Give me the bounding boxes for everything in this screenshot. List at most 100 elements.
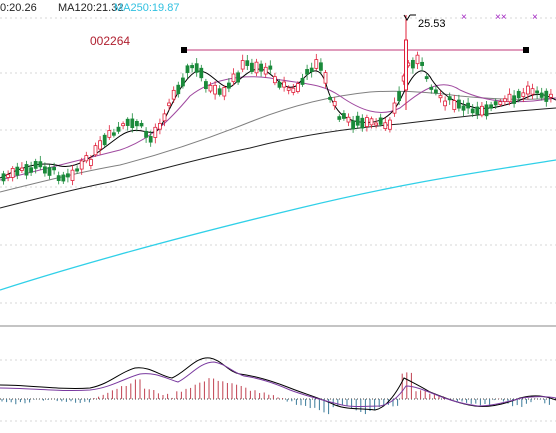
candle-body [383, 122, 388, 130]
peak-candle-body [404, 39, 408, 91]
candle-body [346, 116, 351, 123]
candle-body [328, 96, 333, 100]
candle-body [498, 101, 503, 105]
candle-body [318, 62, 323, 71]
top-mark-3: × [532, 12, 538, 23]
candle-body [461, 105, 466, 111]
candle-body [89, 158, 93, 166]
candle-body [203, 81, 208, 90]
top-mark-2: ×× [495, 12, 507, 23]
candle-body [378, 117, 383, 125]
candle-body [176, 84, 181, 95]
header-ma120: MA120:21.32 [58, 2, 123, 14]
candle-body [323, 72, 328, 84]
ma-mid-line [0, 76, 556, 181]
candle-body [213, 84, 218, 95]
candle-body [507, 93, 512, 103]
candle-body [79, 160, 84, 170]
candle-body [438, 95, 443, 99]
candle-body [56, 175, 61, 181]
candle-body [6, 174, 10, 178]
candle-body [1, 173, 6, 182]
candle-body [116, 126, 121, 132]
candle-body [387, 119, 392, 130]
candle-body [502, 98, 507, 102]
candle-body [443, 100, 448, 107]
peak-arrow-icon [403, 14, 411, 21]
candle-body [66, 173, 70, 178]
candle-body [254, 61, 259, 74]
candle-body [208, 84, 213, 92]
candle-body [263, 66, 268, 75]
candle-body [364, 117, 369, 127]
candle-body [433, 89, 438, 94]
candle-body [15, 166, 20, 176]
candle-body [107, 130, 112, 138]
peak-label: 25.53 [418, 18, 446, 30]
candle-body [157, 123, 162, 130]
candle-body [226, 82, 231, 89]
candle-body [199, 67, 204, 79]
resistance-handle-right[interactable] [523, 47, 529, 53]
candle-body [397, 91, 402, 102]
candle-body [222, 87, 227, 97]
candle-body [512, 95, 516, 104]
candle-body [305, 69, 310, 75]
candle-body [180, 77, 185, 87]
candle-body [121, 123, 125, 127]
candle-body [410, 59, 415, 69]
ma250-line [0, 159, 556, 291]
candle-body [75, 168, 79, 172]
candle-body [286, 87, 291, 91]
candle-body [217, 88, 222, 95]
candle-body [112, 132, 116, 136]
candle-body [516, 90, 521, 99]
candle-body [530, 88, 535, 95]
candle-body [139, 122, 144, 127]
candlestick-series [1, 15, 553, 186]
candle-body [268, 65, 273, 70]
candle-body [24, 164, 29, 176]
candle-body [148, 135, 153, 143]
candle-body [272, 76, 277, 84]
candle-body [295, 83, 300, 92]
candle-body [61, 174, 66, 182]
candle-body [10, 167, 15, 178]
candle-body [337, 116, 342, 120]
candle-body [456, 99, 461, 109]
macd-histogram [1, 372, 550, 415]
candle-body [29, 167, 34, 173]
header-ma-a: 0:20.26 [0, 2, 37, 14]
candle-body [33, 161, 38, 169]
candle-body [429, 86, 434, 90]
candle-body [282, 81, 287, 88]
resistance-handle-left[interactable] [181, 47, 187, 53]
candle-body [43, 166, 47, 174]
candle-body [162, 113, 167, 122]
candle-body [535, 90, 539, 94]
candle-body [291, 87, 296, 93]
candle-body [190, 65, 195, 69]
candle-body [489, 104, 494, 109]
ma-long-line [0, 107, 556, 209]
candle-body [415, 54, 420, 65]
candle-body [240, 60, 245, 70]
candle-body [479, 105, 484, 116]
candle-body [245, 60, 250, 66]
candle-body [341, 113, 346, 119]
candle-body [70, 169, 75, 181]
candle-body [236, 72, 241, 83]
candle-body [38, 161, 43, 168]
candle-body [153, 126, 158, 138]
candle-body [470, 108, 475, 114]
candle-body [452, 100, 457, 110]
candle-body [134, 120, 139, 127]
candle-body [102, 134, 107, 146]
signal-line [0, 361, 556, 407]
candle-body [167, 102, 172, 107]
candle-body [544, 90, 549, 102]
header-ma250: MA250:19.87 [114, 2, 179, 14]
candle-body [47, 167, 52, 176]
